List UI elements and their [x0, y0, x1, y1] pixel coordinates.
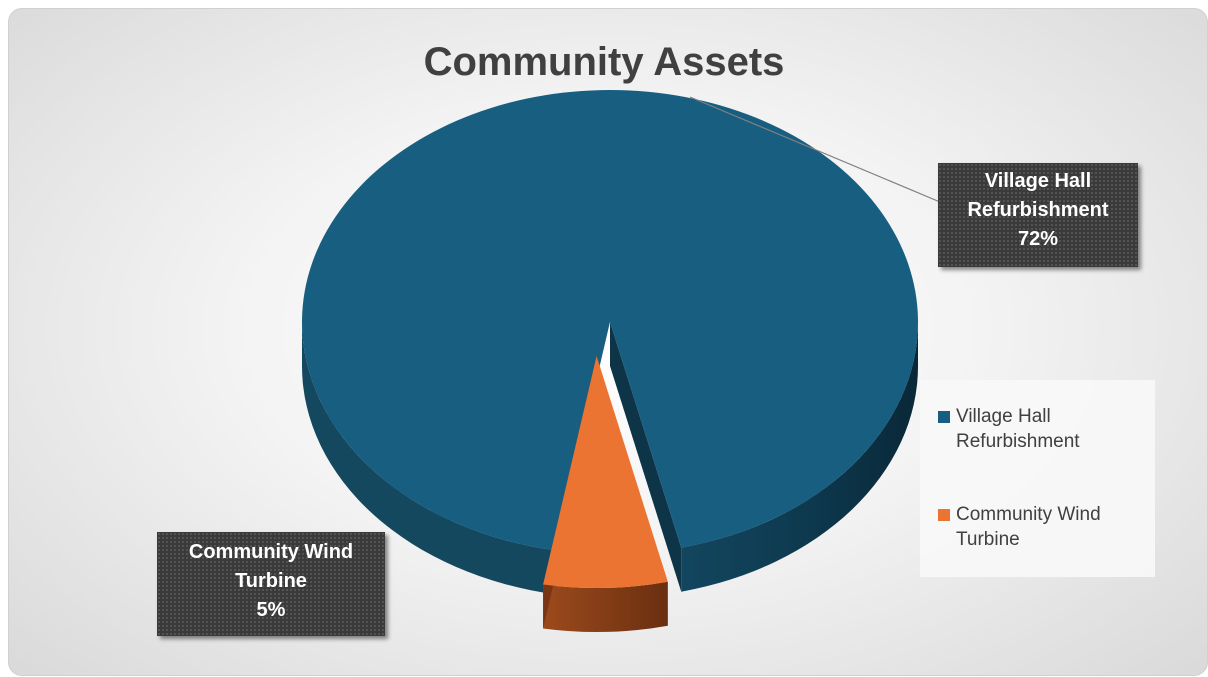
data-label-village-hall: Village Hall Refurbishment 72%: [938, 163, 1138, 267]
pie-slices: [302, 90, 919, 632]
data-label-hall-line2: Refurbishment: [967, 199, 1109, 221]
slice-wind-turbine: [543, 355, 668, 588]
data-label-wind-turbine: Community Wind Turbine 5%: [157, 532, 385, 636]
legend-item-village-hall[interactable]: Village Hall Refurbishment: [938, 404, 1146, 454]
slice-side-wind-turbine: [543, 581, 668, 632]
data-label-hall-pct: 72%: [1017, 228, 1059, 250]
legend-label-wind-turbine: Community Wind Turbine: [956, 504, 1101, 550]
leader-line-hall: [689, 96, 941, 203]
data-label-wind-line2: Turbine: [235, 570, 307, 592]
data-label-wind-line1: Community Wind: [188, 541, 354, 563]
slice-cut-wall-village-hall: [610, 322, 682, 592]
slice-side-village-hall-right: [681, 322, 918, 592]
legend-item-wind-turbine[interactable]: Community Wind Turbine: [938, 502, 1146, 552]
legend-swatch-wind-turbine: [938, 509, 950, 521]
legend: Village Hall Refurbishment Community Win…: [920, 380, 1155, 577]
chart-title: Community Assets: [423, 40, 785, 84]
slice-village-hall: [302, 90, 919, 551]
data-label-hall-line1: Village Hall: [984, 170, 1092, 192]
slice-side-village-hall-left: [302, 322, 557, 595]
legend-label-village-hall: Village Hall Refurbishment: [956, 406, 1080, 452]
data-label-wind-pct: 5%: [256, 599, 286, 621]
legend-swatch-village-hall: [938, 411, 950, 423]
